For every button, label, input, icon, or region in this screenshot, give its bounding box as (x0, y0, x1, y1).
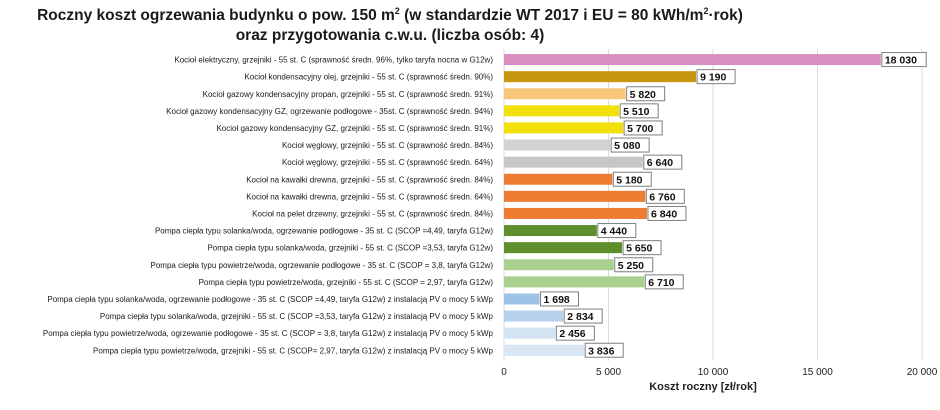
category-label: Kocioł kondensacyjny olej, grzejniki - 5… (244, 73, 493, 82)
value-label-box (539, 291, 579, 307)
value-label: 5 700 (627, 123, 653, 135)
value-label: 4 440 (601, 226, 627, 238)
category-label: Kocioł na kawałki drewna, grzejniki - 55… (246, 175, 493, 184)
chart-title-line1: Roczny koszt ogrzewania budynku o pow. 1… (37, 6, 743, 25)
bar (504, 156, 643, 168)
bar (504, 276, 645, 288)
value-label: 5 250 (618, 260, 644, 272)
value-label: 2 834 (567, 311, 593, 323)
value-label: 5 820 (630, 89, 656, 101)
value-label-box (610, 137, 650, 153)
x-tick-label: 20 000 (907, 367, 938, 378)
category-label: Kocioł na kawałki drewna, grzejniki - 55… (246, 192, 493, 201)
value-label: 3 836 (588, 345, 614, 357)
x-tick-label: 5 000 (596, 367, 621, 378)
value-label-box (563, 308, 603, 324)
chart-title-line2: oraz przygotowania c.w.u. (liczba osób: … (235, 27, 545, 44)
value-label: 2 456 (559, 328, 585, 340)
x-axis-title: Koszt roczny [zł/rok] (649, 381, 757, 393)
bar (504, 259, 614, 271)
value-label-box (584, 342, 624, 358)
value-label: 9 190 (700, 72, 726, 84)
category-label: Pompa ciepła typu solanka/woda, grzejnik… (100, 312, 494, 321)
value-label: 5 080 (614, 140, 640, 152)
value-label-box (645, 188, 685, 204)
value-label-box (612, 171, 652, 187)
value-label: 5 180 (616, 174, 642, 186)
value-label: 6 640 (647, 157, 673, 169)
category-label: Kocioł na pelet drzewny, grzejniki - 55 … (252, 209, 493, 218)
value-label: 5 650 (626, 243, 652, 255)
bar (504, 293, 540, 305)
category-label: Pompa ciepła typu powietrze/woda, ogrzew… (151, 261, 494, 270)
value-label-box (622, 240, 662, 256)
x-tick-labels: 0 5 000 10 000 15 000 20 000 (501, 367, 938, 378)
x-tick-label: 15 000 (802, 367, 833, 378)
category-label: Pompa ciepła typu solanka/woda, ogrzewan… (155, 227, 493, 236)
category-label: Kocioł gazowy kondensacyjny propan, grze… (203, 90, 494, 99)
value-label-box (597, 223, 637, 239)
gridlines (503, 49, 923, 361)
value-label-box (619, 103, 659, 119)
value-label-box (614, 257, 654, 273)
x-tick-label: 0 (501, 367, 507, 378)
bar (504, 207, 647, 219)
category-label: Kocioł węglowy, grzejniki - 55 st. C (sp… (282, 158, 493, 167)
bar (504, 242, 623, 254)
bar (504, 173, 613, 185)
value-label: 6 710 (648, 277, 674, 289)
value-label: 6 760 (649, 191, 675, 203)
bar (504, 190, 646, 202)
x-tick-label: 10 000 (698, 367, 729, 378)
value-label: 5 510 (623, 106, 649, 118)
value-label-box (647, 205, 687, 221)
category-label: Kocioł węglowy, grzejniki - 55 st. C (sp… (282, 141, 493, 150)
value-label-box (623, 120, 663, 136)
category-labels: Kocioł elektryczny, grzejniki - 55 st. C… (43, 56, 494, 356)
bar (504, 344, 585, 356)
category-label: Pompa ciepła typu solanka/woda, ogrzewan… (47, 295, 493, 304)
value-label-box (643, 154, 683, 170)
bar (504, 71, 697, 83)
value-label-box (696, 69, 736, 85)
bar (504, 54, 881, 66)
bar (504, 225, 597, 237)
category-label: Kocioł elektryczny, grzejniki - 55 st. C… (174, 56, 493, 65)
bar (504, 122, 624, 134)
value-label: 18 030 (885, 55, 917, 67)
bars (504, 54, 881, 356)
value-label: 6 840 (651, 208, 677, 220)
category-label: Pompa ciepła typu powietrze/woda, grzejn… (93, 346, 493, 355)
value-label-box (881, 52, 927, 68)
bar (504, 139, 611, 151)
value-label-box (644, 274, 684, 290)
value-label-box (626, 86, 666, 102)
value-label: 1 698 (543, 294, 569, 306)
category-label: Pompa ciepła typu solanka/woda, grzejnik… (207, 244, 493, 253)
category-label: Pompa ciepła typu powietrze/woda, grzejn… (199, 278, 494, 287)
value-label-box (555, 325, 595, 341)
bar (504, 327, 556, 339)
category-label: Kocioł gazowy kondensacyjny GZ, grzejnik… (216, 124, 493, 133)
bar (504, 105, 620, 117)
bar (504, 88, 626, 100)
category-label: Kocioł gazowy kondensacyjny GZ, ogrzewan… (166, 107, 493, 116)
bar (504, 310, 564, 322)
value-labels: 18 030 9 190 5 820 5 510 5 700 5 080 6 640 5 18… (539, 52, 927, 358)
category-label: Pompa ciepła typu powietrze/woda, ogrzew… (43, 329, 494, 338)
